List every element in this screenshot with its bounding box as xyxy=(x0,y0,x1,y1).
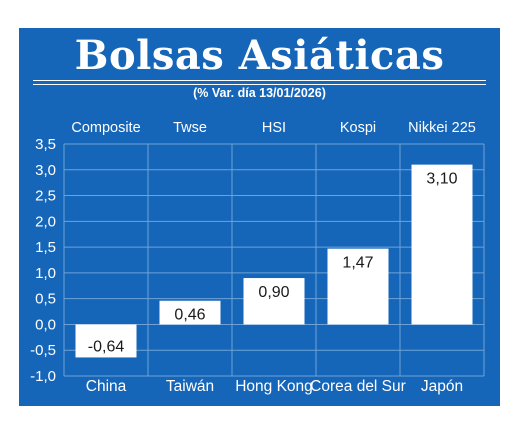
bar xyxy=(159,300,221,325)
index-label: Kospi xyxy=(340,120,376,136)
y-tick-label: 3,5 xyxy=(35,136,56,153)
bar xyxy=(243,278,305,325)
country-label: Japón xyxy=(421,378,463,395)
y-tick-label: 1,0 xyxy=(35,265,56,282)
bar xyxy=(327,248,389,325)
bar-value-label: 0,46 xyxy=(174,307,205,324)
title-rule-top xyxy=(33,80,486,81)
y-tick-label: 1,5 xyxy=(35,239,56,256)
y-tick-label: -0,5 xyxy=(30,342,56,359)
y-tick-label: -1,0 xyxy=(30,368,56,385)
index-label: HSI xyxy=(262,120,286,136)
index-label: Twse xyxy=(173,120,207,136)
y-tick-label: 0,5 xyxy=(35,291,56,308)
country-label: Taiwán xyxy=(166,378,214,395)
bar-value-label: 1,47 xyxy=(342,255,373,272)
country-label: Hong Kong xyxy=(235,378,313,395)
chart-subtitle: (% Var. día 13/01/2026) xyxy=(193,86,326,100)
y-tick-label: 3,0 xyxy=(35,162,56,179)
index-label: Composite xyxy=(71,120,140,136)
title-rule-bottom xyxy=(33,84,486,85)
y-tick-label: 2,0 xyxy=(35,213,56,230)
bar xyxy=(411,164,473,325)
country-label: Corea del Sur xyxy=(310,378,406,395)
y-tick-label: 0,0 xyxy=(35,316,56,333)
index-label: Nikkei 225 xyxy=(408,120,476,136)
country-label: China xyxy=(86,378,127,395)
bar-value-label: 3,10 xyxy=(426,171,457,188)
bar-value-label: 0,90 xyxy=(258,284,289,301)
bar-value-label: -0,64 xyxy=(88,338,125,355)
chart-title: Bolsas Asiáticas xyxy=(74,32,445,79)
y-tick-label: 2,5 xyxy=(35,188,56,205)
bar xyxy=(75,324,137,358)
